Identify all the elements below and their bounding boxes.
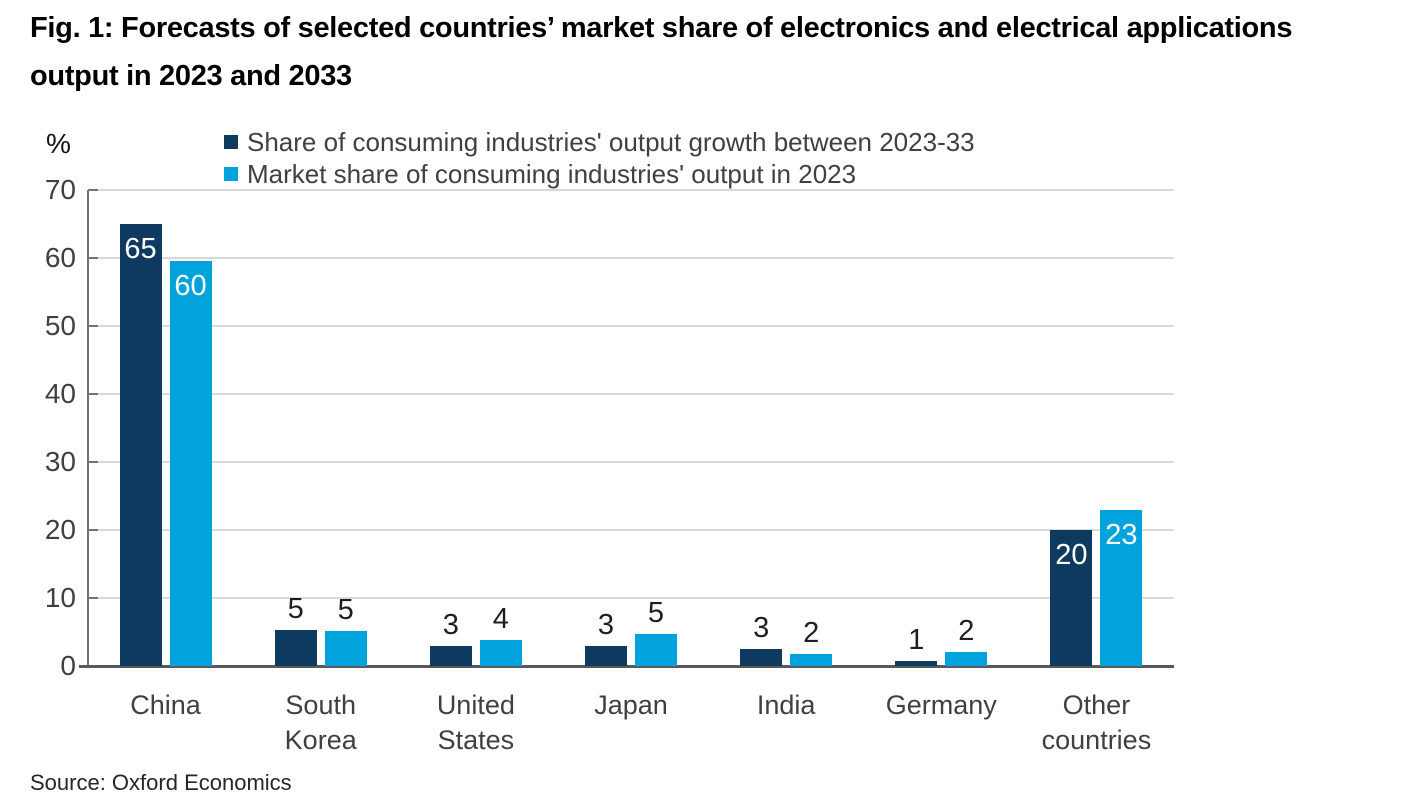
bar-value-label: 3 bbox=[442, 608, 459, 641]
bar-value-label: 3 bbox=[597, 608, 615, 641]
bar-value-label: 1 bbox=[908, 624, 925, 657]
bar-value-label: 5 bbox=[647, 597, 665, 630]
y-axis-tick-50 bbox=[88, 325, 98, 327]
y-axis: 0 10 20 30 40 50 60 70 bbox=[10, 175, 76, 690]
y-axis-tick-label: 70 bbox=[44, 174, 76, 205]
x-axis: China South Korea United States Japan India G… bbox=[88, 688, 1174, 778]
bar-value-label: 65 bbox=[124, 233, 157, 265]
bar-value-label: 23 bbox=[1105, 518, 1138, 551]
x-axis-category-label: China bbox=[130, 690, 201, 720]
bar-other-countries-series-0 bbox=[1050, 530, 1093, 666]
x-axis-line bbox=[79, 665, 1174, 668]
y-axis-tick-70 bbox=[88, 189, 98, 191]
y-axis-tick-label: 20 bbox=[44, 514, 76, 545]
bar-value-label: 2 bbox=[803, 617, 820, 650]
legend-label: Share of consuming industries' output gr… bbox=[247, 126, 975, 157]
bar-other-countries-series-1 bbox=[1100, 509, 1143, 666]
y-axis-tick-30 bbox=[88, 461, 98, 463]
y-axis-line bbox=[87, 190, 89, 668]
bar-value-label: 4 bbox=[492, 603, 509, 636]
y-axis-tick-label: 10 bbox=[44, 582, 76, 613]
legend-color-swatch-icon bbox=[224, 167, 238, 181]
y-axis-tick-60 bbox=[88, 257, 98, 259]
gridline-50 bbox=[88, 325, 1174, 327]
y-axis-tick-20 bbox=[88, 529, 98, 531]
bar-value-label: 5 bbox=[287, 592, 304, 625]
x-axis-category-label: South Korea bbox=[284, 690, 357, 755]
plot-area: 65 60 5 5 3 4 3 5 3 2 1 2 20 23 bbox=[79, 189, 1174, 668]
x-axis-category-label: India bbox=[756, 690, 816, 720]
bar-south-korea-series-0 bbox=[274, 629, 317, 666]
gridline-60 bbox=[88, 257, 1174, 259]
legend-label: Market share of consuming industries' ou… bbox=[247, 158, 857, 189]
bar-value-label: 20 bbox=[1055, 539, 1088, 571]
x-axis-category-label: Japan bbox=[594, 690, 668, 720]
gridline-30 bbox=[88, 461, 1174, 463]
gridline-20 bbox=[88, 529, 1174, 531]
bar-united-states-series-0 bbox=[429, 645, 472, 666]
gridline-70 bbox=[88, 189, 1174, 191]
gridline-40 bbox=[88, 393, 1174, 395]
bar-india-series-0 bbox=[740, 649, 783, 666]
bar-south-korea-series-1 bbox=[324, 631, 367, 666]
bar-value-label: 60 bbox=[174, 270, 207, 303]
bar-value-label: 3 bbox=[753, 612, 770, 644]
legend-item-growth-2023-33: Share of consuming industries' output gr… bbox=[224, 126, 975, 158]
y-axis-tick-label: 0 bbox=[60, 650, 76, 681]
bar-value-label: 2 bbox=[958, 615, 975, 648]
bar-japan-series-0 bbox=[585, 645, 627, 666]
bar-india-series-1 bbox=[790, 654, 833, 666]
figure-title-line-1: Fig. 1: Forecasts of selected countries’… bbox=[30, 12, 1293, 44]
bar-japan-series-1 bbox=[635, 634, 677, 666]
y-axis-tick-label: 50 bbox=[44, 310, 76, 341]
y-axis-tick-label: 60 bbox=[44, 242, 76, 273]
figure-title-line-2: output in 2023 and 2033 bbox=[30, 60, 352, 92]
x-axis-category-label: United States bbox=[436, 690, 515, 755]
bar-value-label: 5 bbox=[337, 594, 354, 627]
bar-germany-series-1 bbox=[945, 652, 988, 666]
bar-germany-series-0 bbox=[895, 661, 938, 666]
legend-color-swatch-icon bbox=[224, 135, 238, 149]
y-axis-tick-40 bbox=[88, 393, 98, 395]
y-axis-unit-label: % bbox=[46, 128, 71, 159]
x-axis-category-label: Other countries bbox=[1041, 690, 1152, 755]
bar-china-series-0 bbox=[119, 224, 162, 666]
y-axis-tick-10 bbox=[88, 597, 98, 599]
y-axis-tick-label: 40 bbox=[44, 378, 76, 409]
x-axis-category-label: Germany bbox=[885, 690, 997, 720]
bar-china-series-1 bbox=[169, 261, 212, 666]
chart-legend: Share of consuming industries' output gr… bbox=[224, 126, 975, 190]
y-axis-tick-label: 30 bbox=[44, 446, 76, 477]
source-note: Source: Oxford Economics bbox=[30, 770, 292, 795]
gridline-10 bbox=[88, 597, 1174, 599]
bar-united-states-series-1 bbox=[479, 640, 522, 666]
legend-item-share-2023: Market share of consuming industries' ou… bbox=[224, 158, 975, 190]
